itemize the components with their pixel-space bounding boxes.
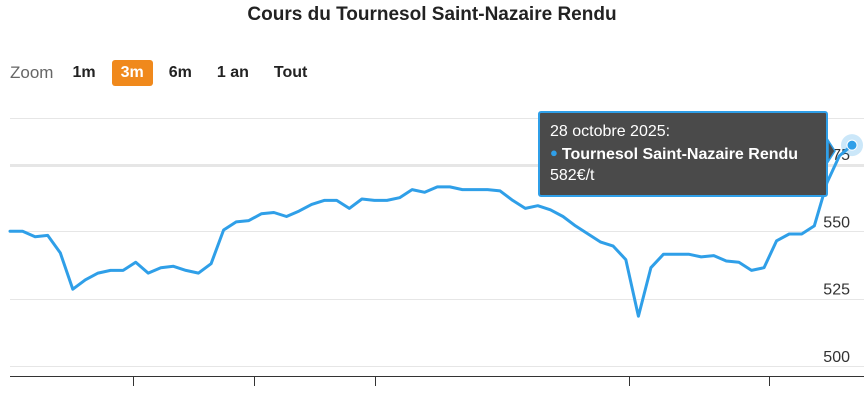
- zoom-1an-button[interactable]: 1 an: [216, 64, 249, 81]
- y-tick-label: 550: [823, 214, 850, 231]
- tooltip-date: 28 octobre 2025:: [550, 123, 671, 140]
- tooltip-pointer: [827, 137, 836, 165]
- zoom-tout-button[interactable]: Tout: [273, 64, 308, 81]
- y-tick-label: 500: [823, 349, 850, 366]
- zoom-selector: Zoom 1m 3m 6m 1 an Tout: [10, 58, 323, 88]
- series-layer: [8, 134, 863, 318]
- series-bullet-icon: ●: [550, 145, 558, 160]
- tooltip-value: 582€/t: [550, 167, 595, 184]
- zoom-1m-button[interactable]: 1m: [72, 64, 96, 81]
- tooltip: 28 octobre 2025: ● Tournesol Saint-Nazair…: [538, 111, 828, 197]
- y-tick-label: 525: [823, 282, 850, 299]
- data-point-marker: [846, 139, 858, 151]
- zoom-3m-button[interactable]: 3m: [111, 60, 153, 86]
- tooltip-series-row: ● Tournesol Saint-Nazaire Rendu: [550, 142, 816, 165]
- series-line: [8, 143, 854, 318]
- x-axis: [10, 376, 864, 386]
- zoom-6m-button[interactable]: 6m: [168, 64, 192, 81]
- chart-title: Cours du Tournesol Saint-Nazaire Rendu: [247, 4, 617, 25]
- zoom-label: Zoom: [10, 63, 54, 82]
- tooltip-series-name: Tournesol Saint-Nazaire Rendu: [561, 146, 799, 163]
